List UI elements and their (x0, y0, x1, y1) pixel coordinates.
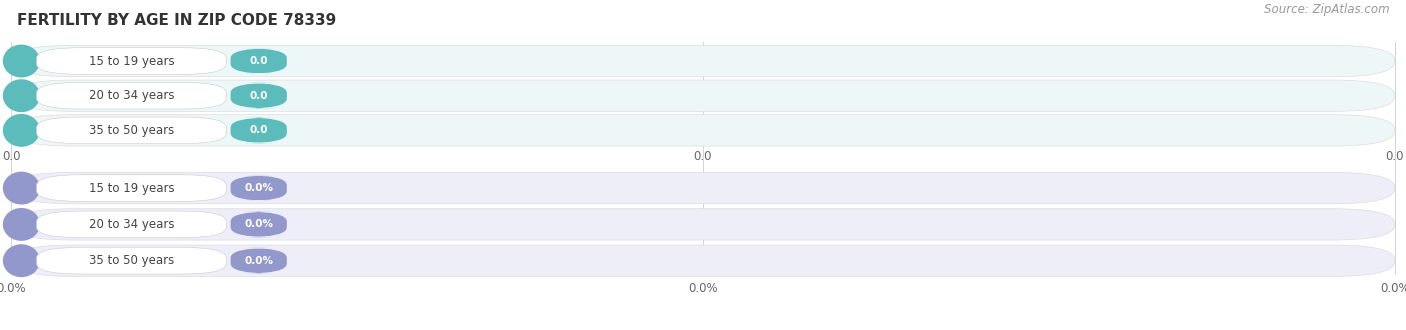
Text: 35 to 50 years: 35 to 50 years (89, 254, 174, 267)
FancyBboxPatch shape (37, 211, 226, 238)
FancyBboxPatch shape (11, 115, 1395, 146)
Text: 20 to 34 years: 20 to 34 years (89, 89, 174, 102)
FancyBboxPatch shape (231, 48, 287, 74)
Text: 20 to 34 years: 20 to 34 years (89, 218, 174, 231)
Text: 0.0: 0.0 (1385, 150, 1405, 163)
FancyBboxPatch shape (11, 45, 1395, 77)
FancyBboxPatch shape (11, 80, 1395, 112)
Text: 0.0%: 0.0% (0, 282, 27, 295)
Text: 0.0: 0.0 (249, 91, 269, 101)
FancyBboxPatch shape (37, 82, 226, 109)
FancyBboxPatch shape (231, 117, 287, 143)
FancyBboxPatch shape (231, 83, 287, 109)
Text: 0.0%: 0.0% (1379, 282, 1406, 295)
FancyBboxPatch shape (37, 117, 226, 144)
FancyBboxPatch shape (11, 245, 1395, 277)
FancyBboxPatch shape (11, 209, 1395, 240)
Ellipse shape (3, 208, 39, 241)
Text: 0.0%: 0.0% (688, 282, 718, 295)
FancyBboxPatch shape (37, 248, 226, 274)
Ellipse shape (3, 114, 39, 147)
FancyBboxPatch shape (231, 248, 287, 274)
Text: FERTILITY BY AGE IN ZIP CODE 78339: FERTILITY BY AGE IN ZIP CODE 78339 (17, 13, 336, 28)
Text: 0.0: 0.0 (693, 150, 713, 163)
Text: 0.0: 0.0 (249, 56, 269, 66)
Ellipse shape (3, 244, 39, 277)
Text: 15 to 19 years: 15 to 19 years (89, 54, 174, 68)
FancyBboxPatch shape (231, 212, 287, 237)
Text: 0.0%: 0.0% (245, 219, 273, 229)
Text: 0.0%: 0.0% (245, 256, 273, 266)
Ellipse shape (3, 172, 39, 205)
Text: Source: ZipAtlas.com: Source: ZipAtlas.com (1264, 3, 1389, 16)
FancyBboxPatch shape (37, 175, 226, 201)
Ellipse shape (3, 79, 39, 112)
Ellipse shape (3, 45, 39, 78)
FancyBboxPatch shape (37, 48, 226, 74)
FancyBboxPatch shape (11, 172, 1395, 204)
Text: 0.0%: 0.0% (245, 183, 273, 193)
Text: 35 to 50 years: 35 to 50 years (89, 124, 174, 137)
Text: 15 to 19 years: 15 to 19 years (89, 182, 174, 195)
Text: 0.0: 0.0 (249, 125, 269, 135)
FancyBboxPatch shape (231, 175, 287, 201)
Text: 0.0: 0.0 (1, 150, 21, 163)
